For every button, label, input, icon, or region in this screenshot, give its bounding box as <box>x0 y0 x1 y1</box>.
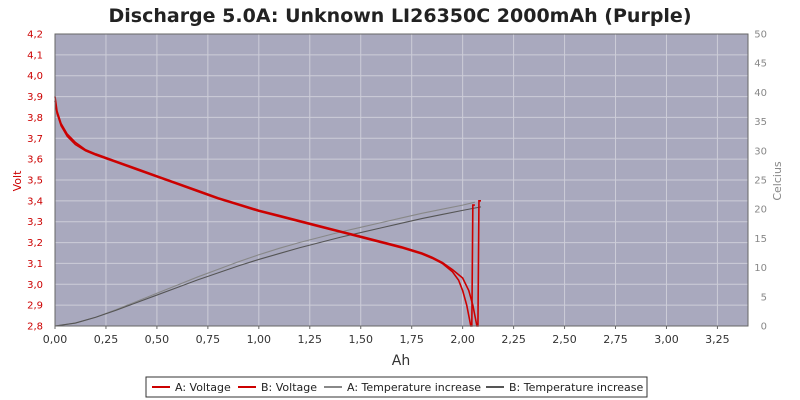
x-tick-label: 0,00 <box>43 333 68 346</box>
y-right-tick-label: 25 <box>754 176 767 187</box>
x-tick-label: 3,25 <box>705 333 730 346</box>
x-tick-label: 2,00 <box>450 333 475 346</box>
plot-frame <box>54 33 749 327</box>
x-tick-label: 1,50 <box>348 333 373 346</box>
y-right-tick-label: 15 <box>754 234 767 245</box>
y-right-tick-label: 35 <box>754 117 767 128</box>
y-right-axis-label: Celcius <box>771 161 784 201</box>
x-tick-label: 3,00 <box>654 333 679 346</box>
y-right-axis-ticks: 0 5 10 15 20 25 30 35 40 45 50 <box>754 30 767 333</box>
y-right-tick-label: 45 <box>754 59 767 70</box>
y-left-tick-label: 3,5 <box>27 176 43 187</box>
y-left-tick-label: 3,7 <box>27 134 43 145</box>
y-left-tick-label: 4,1 <box>27 50 43 61</box>
y-left-tick-label: 3,2 <box>27 238 43 249</box>
y-left-tick-label: 3,6 <box>27 155 43 166</box>
y-left-tick-label: 2,8 <box>27 322 43 333</box>
y-left-axis-ticks: 2,8 2,9 3,0 3,1 3,2 3,3 3,4 3,5 3,6 3,7 3,8 3,9 4,0 4… <box>27 30 43 333</box>
y-left-tick-label: 3,0 <box>27 280 43 291</box>
y-left-tick-label: 3,8 <box>27 113 43 124</box>
x-tick-label: 1,25 <box>298 333 323 346</box>
series-line-b-voltage <box>54 96 481 327</box>
legend: A: Voltage B: Voltage A: Temperature incre… <box>145 376 648 398</box>
y-right-tick-label: 40 <box>754 88 767 99</box>
y-right-tick-label: 5 <box>761 292 767 303</box>
y-left-tick-label: 3,4 <box>27 196 43 207</box>
legend-box <box>145 376 648 398</box>
y-left-tick-label: 3,9 <box>27 92 43 103</box>
series-line-b-temperature-increase <box>54 206 482 327</box>
y-right-tick-label: 50 <box>754 30 767 41</box>
y-left-tick-label: 3,3 <box>27 217 43 228</box>
x-tick-label: 0,50 <box>145 333 170 346</box>
y-right-tick-label: 30 <box>754 146 767 157</box>
series-line-a-voltage <box>54 100 475 327</box>
y-right-tick-label: 10 <box>754 263 767 274</box>
x-tick-label: 2,25 <box>501 333 526 346</box>
x-axis-label: Ah <box>392 353 410 369</box>
x-tick-label: 1,75 <box>399 333 424 346</box>
chart-title: Discharge 5.0A: Unknown LI26350C 2000mAh… <box>108 5 691 27</box>
y-left-tick-label: 4,0 <box>27 71 43 82</box>
x-axis-ticks: 0,00 0,25 0,50 0,75 1,00 1,25 1,50 1,75 2,00 2,25… <box>43 326 730 346</box>
x-tick-label: 0,75 <box>196 333 221 346</box>
x-tick-label: 2,50 <box>552 333 577 346</box>
legend-label: A: Temperature increase <box>347 381 481 394</box>
x-tick-label: 1,00 <box>247 333 272 346</box>
y-right-tick-label: 20 <box>754 205 767 216</box>
plot-border <box>54 33 749 327</box>
series-group <box>54 96 482 327</box>
y-right-tick-label: 0 <box>761 322 767 333</box>
y-left-tick-label: 2,9 <box>27 301 43 312</box>
y-left-tick-label: 4,2 <box>27 30 43 41</box>
series-line-a-temperature-increase <box>54 201 476 327</box>
legend-label: B: Temperature increase <box>509 381 644 394</box>
x-tick-label: 0,25 <box>94 333 119 346</box>
y-left-axis-label: Volt <box>11 170 24 191</box>
legend-label: B: Voltage <box>261 381 317 394</box>
legend-label: A: Voltage <box>175 381 231 394</box>
x-tick-label: 2,75 <box>603 333 628 346</box>
y-left-tick-label: 3,1 <box>27 259 43 270</box>
